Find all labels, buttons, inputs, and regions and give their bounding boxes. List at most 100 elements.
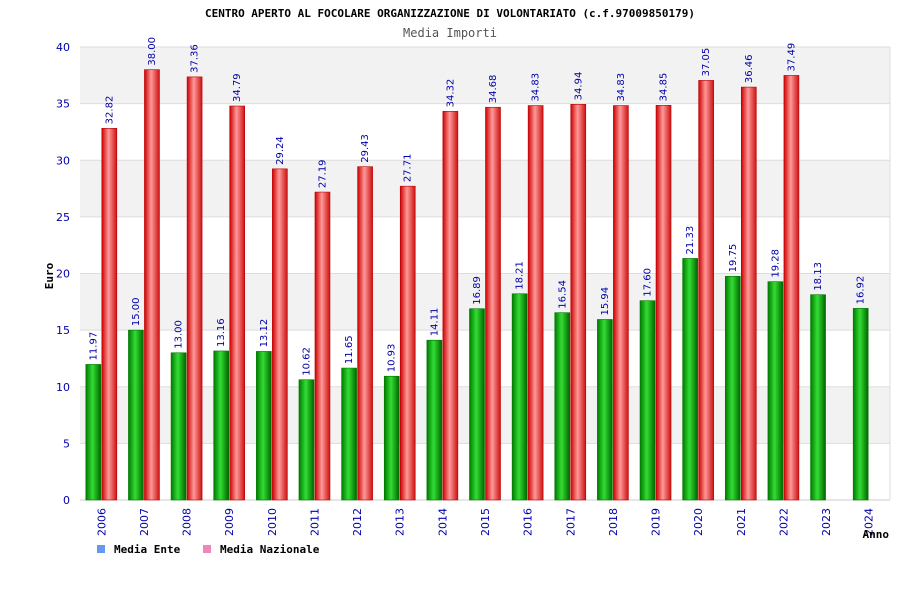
data-label: 21.33 [685, 226, 696, 255]
data-label: 34.83 [616, 73, 627, 102]
data-label: 13.16 [216, 318, 227, 347]
x-axis-ticks: 2006 2007 2008 2009 2010 2011 2012 2013 2014 2015… [95, 508, 875, 536]
data-label: 38.00 [147, 37, 158, 66]
data-label: 15.00 [131, 297, 142, 326]
bar-media-ente [128, 329, 144, 501]
bar-media-ente [852, 308, 869, 501]
legend-swatch-nazionale [203, 545, 211, 553]
x-tick-label: 2013 [394, 508, 407, 536]
data-label: 32.82 [104, 96, 115, 125]
y-tick-label: 15 [56, 324, 70, 337]
bar-media-ente [469, 308, 485, 501]
bar-media-nazionale [783, 75, 800, 501]
x-tick-label: 2014 [436, 508, 449, 536]
x-tick-label: 2007 [138, 508, 151, 536]
data-label: 15.94 [600, 287, 611, 316]
bar-media-ente [639, 300, 656, 501]
x-tick-label: 2024 [863, 508, 876, 536]
data-label: 37.36 [190, 44, 201, 73]
y-tick-label: 5 [63, 437, 70, 450]
legend-swatch-ente [97, 545, 105, 553]
bar-media-nazionale [399, 185, 416, 501]
bar-media-nazionale [740, 86, 757, 501]
data-label: 19.28 [770, 249, 781, 278]
bar-media-ente [511, 293, 528, 501]
data-label: 18.13 [813, 262, 824, 291]
x-tick-label: 2011 [308, 508, 321, 536]
bar-media-ente [597, 319, 613, 501]
chart-title: CENTRO APERTO AL FOCOLARE ORGANIZZAZIONE… [205, 7, 695, 20]
data-label: 27.19 [317, 159, 328, 188]
data-label: 34.85 [659, 73, 670, 102]
bar-media-nazionale [655, 105, 672, 501]
data-label: 36.46 [744, 54, 755, 83]
x-tick-label: 2022 [777, 508, 790, 536]
data-label: 16.92 [856, 276, 867, 305]
bar-media-ente [256, 351, 272, 501]
data-label: 16.54 [557, 280, 568, 309]
data-label: 13.00 [174, 320, 185, 349]
data-label: 10.93 [387, 344, 398, 373]
data-label: 11.65 [344, 335, 355, 364]
y-tick-label: 10 [56, 381, 70, 394]
bar-media-nazionale [442, 111, 459, 501]
x-tick-label: 2017 [564, 508, 577, 536]
bar-media-nazionale [229, 105, 246, 501]
bar-media-ente [170, 352, 187, 501]
x-tick-label: 2009 [223, 508, 236, 536]
bar-media-ente [810, 294, 826, 501]
data-label: 18.21 [515, 261, 526, 290]
x-tick-label: 2016 [522, 508, 535, 536]
x-tick-label: 2008 [181, 508, 194, 536]
legend-label-nazionale: Media Nazionale [220, 543, 320, 556]
x-tick-label: 2023 [820, 508, 833, 536]
data-label: 34.68 [488, 75, 499, 104]
bar-media-ente [767, 281, 784, 501]
x-tick-label: 2015 [479, 508, 492, 536]
y-axis-label: Euro [43, 262, 56, 289]
legend-label-ente: Media Ente [114, 543, 181, 556]
bar-media-nazionale [357, 166, 373, 501]
chart-subtitle: Media Importi [403, 26, 497, 40]
x-axis-label: Anno [863, 528, 890, 541]
y-tick-label: 40 [56, 41, 70, 54]
x-tick-label: 2021 [735, 508, 748, 536]
x-tick-label: 2018 [607, 508, 620, 536]
data-labels: 11.97 32.82 15.00 38.00 13.00 37.36 13.16 34.79… [88, 37, 866, 376]
bar-media-nazionale [314, 191, 331, 501]
y-tick-label: 0 [63, 494, 70, 507]
legend: Media Ente Media Nazionale [97, 543, 320, 556]
data-label: 34.79 [232, 73, 243, 102]
data-label: 34.83 [531, 73, 542, 102]
data-label: 27.71 [403, 154, 414, 183]
bars [85, 69, 869, 501]
data-label: 29.24 [275, 136, 286, 165]
y-tick-label: 20 [56, 268, 70, 281]
data-label: 17.60 [643, 268, 654, 297]
bar-media-nazionale [101, 128, 118, 501]
bar-media-ente [554, 312, 571, 501]
bar-media-nazionale [272, 168, 288, 501]
data-label: 37.49 [786, 43, 797, 72]
bar-media-nazionale [144, 69, 160, 501]
x-tick-label: 2020 [692, 508, 705, 536]
bar-media-nazionale [570, 104, 587, 501]
bar-media-nazionale [186, 76, 203, 501]
bar-media-ente [682, 258, 698, 501]
bar-media-nazionale [698, 80, 714, 501]
x-tick-label: 2006 [95, 508, 108, 536]
data-label: 16.89 [472, 276, 483, 305]
bar-media-nazionale [485, 106, 501, 501]
data-label: 34.94 [573, 72, 584, 101]
bar-media-ente [85, 364, 102, 501]
data-label: 19.75 [728, 244, 739, 273]
bar-media-nazionale [613, 105, 629, 501]
bar-media-ente [426, 339, 443, 501]
y-tick-label: 25 [56, 211, 70, 224]
bar-media-ente [341, 367, 357, 501]
bar-media-ente [298, 379, 315, 501]
data-label: 10.62 [301, 347, 312, 376]
data-label: 11.97 [88, 332, 99, 361]
y-tick-label: 35 [56, 98, 70, 111]
